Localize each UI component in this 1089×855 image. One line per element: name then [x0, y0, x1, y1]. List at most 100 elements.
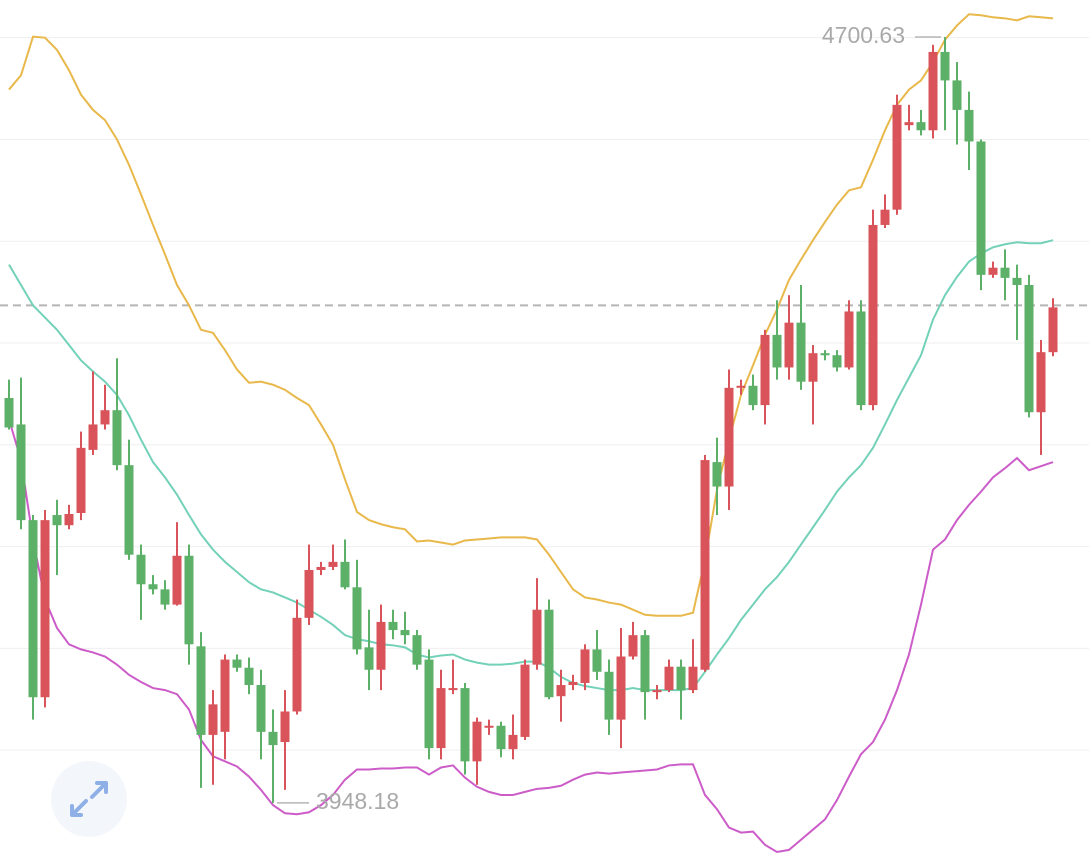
candle-body: [700, 460, 710, 670]
candle-body: [340, 561, 350, 588]
candle-body: [292, 617, 302, 712]
candle-body: [880, 209, 890, 225]
candle-body: [592, 649, 602, 672]
candle-body: [172, 555, 182, 605]
candle-body: [520, 664, 530, 737]
candle-body: [568, 681, 578, 686]
candle-body: [268, 731, 278, 746]
band-line: [8, 239, 1054, 692]
candle-body: [256, 685, 266, 732]
candle-body: [892, 104, 902, 210]
bands: [8, 13, 1054, 853]
candle-body: [400, 630, 410, 636]
candle-body: [40, 520, 50, 698]
candle-body: [460, 688, 470, 762]
annotations: 4700.63 3948.18: [277, 22, 941, 814]
candle-body: [580, 649, 590, 683]
candle-body: [964, 109, 974, 142]
candle-body: [4, 397, 14, 428]
candle-body: [508, 734, 518, 750]
candle-body: [532, 609, 542, 665]
candle-body: [280, 711, 290, 743]
candle-body: [364, 647, 374, 670]
candle-body: [556, 685, 566, 697]
candle-body: [808, 353, 818, 382]
candle-body: [76, 447, 86, 513]
candle-body: [640, 635, 650, 693]
expand-bg[interactable]: [51, 761, 127, 837]
candle-body: [772, 334, 782, 368]
candle-body: [1000, 267, 1010, 278]
candle-body: [676, 666, 686, 691]
candle-body: [244, 667, 254, 686]
candle-body: [928, 51, 938, 131]
candle-body: [904, 122, 914, 126]
candle-body: [604, 671, 614, 720]
candle-body: [160, 589, 170, 605]
candle-body: [352, 587, 362, 650]
candle-body: [16, 424, 26, 521]
candle-body: [232, 659, 242, 668]
grid: [0, 37, 1089, 751]
candle-body: [832, 355, 842, 368]
expand-button[interactable]: [51, 761, 127, 837]
candle-body: [820, 353, 830, 356]
candle-body: [988, 267, 998, 275]
band-line: [8, 13, 1054, 617]
candle-body: [472, 721, 482, 762]
candle-body: [1024, 285, 1034, 413]
candle-body: [100, 410, 110, 425]
candle-body: [688, 666, 698, 691]
candle-body: [448, 688, 458, 691]
candle-body: [496, 725, 506, 750]
candle-body: [88, 424, 98, 450]
candle-body: [784, 322, 794, 368]
candle-body: [976, 141, 986, 275]
candles: [4, 37, 1058, 803]
candle-body: [856, 311, 866, 406]
candle-body: [724, 387, 734, 487]
candle-body: [64, 514, 74, 526]
band-line: [8, 419, 1054, 853]
candle-body: [1048, 307, 1058, 353]
candle-body: [616, 656, 626, 720]
candle-body: [184, 555, 194, 645]
candle-body: [952, 80, 962, 110]
candle-body: [28, 520, 38, 698]
candle-body: [844, 311, 854, 368]
candle-body: [436, 688, 446, 749]
candle-body: [112, 410, 122, 466]
candle-body: [868, 224, 878, 406]
candle-body: [388, 621, 398, 631]
expand-icon[interactable]: [70, 781, 108, 817]
candle-body: [652, 690, 662, 693]
candle-body: [208, 704, 218, 735]
candle-body: [328, 561, 338, 567]
candle-body: [712, 462, 722, 487]
candle-body: [52, 515, 62, 526]
candle-body: [136, 554, 146, 585]
candle-body: [628, 635, 638, 657]
candle-body: [316, 566, 326, 570]
candle-body: [196, 646, 206, 735]
candle-body: [484, 725, 494, 728]
candle-body: [148, 584, 158, 590]
min-label: 3948.18: [316, 788, 399, 814]
candle-body: [940, 51, 950, 81]
candle-body: [376, 621, 386, 670]
candle-body: [916, 122, 926, 131]
candle-body: [412, 635, 422, 665]
candle-body: [736, 385, 746, 388]
candle-body: [796, 322, 806, 382]
candle-body: [664, 666, 674, 691]
candle-body: [760, 334, 770, 406]
candle-body: [304, 570, 314, 618]
candle-body: [748, 385, 758, 406]
candle-body: [124, 465, 134, 555]
candle-body: [424, 659, 434, 749]
max-label: 4700.63: [822, 22, 905, 48]
candle-body: [1036, 352, 1046, 413]
candle-body: [220, 659, 230, 732]
candle-body: [544, 609, 554, 698]
